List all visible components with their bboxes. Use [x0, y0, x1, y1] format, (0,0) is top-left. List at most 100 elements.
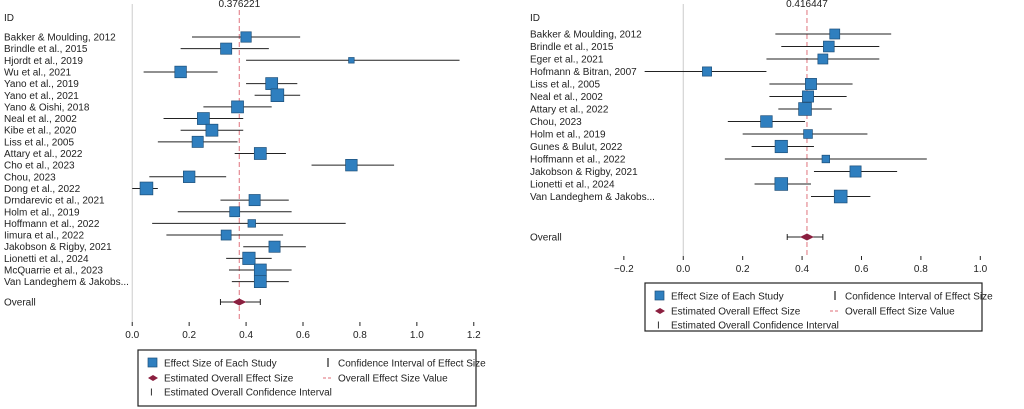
- study-effect-marker: [833, 189, 848, 204]
- legend-overall-label: Estimated Overall Effect Size: [164, 374, 294, 385]
- study-effect-marker: [345, 159, 358, 172]
- x-tick-label: 0.4: [795, 264, 809, 275]
- study-effect-marker: [821, 154, 830, 164]
- legend-overall-marker: [655, 308, 665, 314]
- study-label: Jakobson & Rigby, 2021: [530, 167, 638, 178]
- study-label: Chou, 2023: [530, 117, 582, 128]
- study-label: Hjordt et al., 2019: [4, 56, 83, 67]
- study-effect-marker: [220, 229, 232, 241]
- x-tick-label: 1.2: [467, 330, 481, 341]
- study-effect-marker: [803, 129, 813, 139]
- legend-study-marker: [654, 290, 665, 301]
- overall-effect-diamond: [232, 298, 247, 306]
- study-effect-marker: [248, 194, 261, 207]
- study-effect-marker: [242, 251, 256, 265]
- x-tick-label: 0.0: [125, 330, 139, 341]
- study-label: McQuarrie et al., 2023: [4, 266, 103, 277]
- legend-ci-label: Confidence Interval of Effect Size: [845, 292, 993, 303]
- x-tick-label: 1.0: [410, 330, 424, 341]
- study-label: Bakker & Moulding, 2012: [530, 30, 642, 41]
- study-effect-marker: [817, 53, 829, 65]
- study-label: Hoffmann et al., 2022: [4, 219, 100, 230]
- overall-effect-diamond: [799, 233, 814, 241]
- x-tick-label: 0.2: [736, 264, 750, 275]
- overall-label: Overall: [530, 233, 562, 244]
- study-effect-marker: [798, 102, 812, 116]
- legend-overall-line-label: Overall Effect Size Value: [845, 307, 955, 318]
- study-label: Holm et al., 2019: [530, 130, 606, 141]
- legend-overall-marker: [148, 375, 158, 381]
- legend-overall-label: Estimated Overall Effect Size: [671, 307, 801, 318]
- study-effect-marker: [240, 31, 252, 43]
- study-effect-marker: [253, 263, 267, 277]
- overall-value-label: 0.376221: [218, 0, 260, 10]
- study-effect-marker: [174, 65, 187, 79]
- study-label: Liss et al., 2005: [530, 80, 600, 91]
- study-effect-marker: [231, 100, 244, 114]
- legend-overall-ci-marker: I: [657, 321, 660, 332]
- legend-overall-ci-label: Estimated Overall Confidence Interval: [164, 388, 332, 399]
- study-label: Kibe et al., 2020: [4, 126, 77, 137]
- x-tick-label: 1.0: [973, 264, 987, 275]
- study-label: Lionetti et al., 2024: [4, 254, 89, 265]
- study-label: Hofmann & Bitran, 2007: [530, 67, 637, 78]
- study-label: Dong et al., 2022: [4, 184, 81, 195]
- study-label: Drndarevic et al., 2021: [4, 196, 105, 207]
- study-label: Iimura et al., 2022: [4, 231, 84, 242]
- legend-overall-ci-marker: I: [150, 388, 153, 399]
- legend-box: [137, 349, 477, 407]
- study-label: Yano et al., 2019: [4, 79, 79, 90]
- study-label: Gunes & Bulut, 2022: [530, 142, 623, 153]
- x-tick-label: 0.8: [353, 330, 367, 341]
- study-effect-marker: [268, 240, 281, 253]
- overall-label: Overall: [4, 298, 36, 309]
- study-effect-marker: [802, 90, 814, 103]
- study-effect-marker: [829, 28, 841, 40]
- id-header: ID: [530, 13, 540, 24]
- x-tick-label: 0.6: [296, 330, 310, 341]
- id-header: ID: [4, 13, 14, 24]
- study-label: Lionetti et al., 2024: [530, 180, 615, 191]
- study-effect-marker: [183, 170, 196, 183]
- study-label: Neal et al., 2002: [4, 114, 77, 125]
- x-tick-label: 0.6: [855, 264, 869, 275]
- study-label: Van Landeghem & Jakobs...: [530, 192, 655, 203]
- study-effect-marker: [760, 115, 773, 128]
- study-label: Neal et al., 2002: [530, 92, 603, 103]
- x-tick-label: 0.8: [914, 264, 928, 275]
- study-label: Attary et al., 2022: [530, 105, 609, 116]
- study-label: Yano et al., 2021: [4, 91, 79, 102]
- x-tick-label: 0.2: [182, 330, 196, 341]
- study-effect-marker: [220, 42, 233, 55]
- study-effect-marker: [270, 88, 285, 102]
- study-effect-marker: [774, 139, 788, 154]
- study-label: Yano & Oishi, 2018: [4, 102, 90, 113]
- study-label: Eger et al., 2021: [530, 55, 604, 66]
- study-effect-marker: [229, 206, 241, 218]
- study-effect-marker: [205, 123, 219, 137]
- legend-overall-line-label: Overall Effect Size Value: [338, 374, 448, 385]
- study-label: Bakker & Moulding, 2012: [4, 33, 116, 44]
- study-label: Attary et al., 2022: [4, 149, 83, 160]
- study-effect-marker: [805, 78, 817, 90]
- study-label: Cho et al., 2023: [4, 161, 75, 172]
- study-effect-marker: [191, 135, 204, 148]
- study-effect-marker: [253, 275, 267, 288]
- study-label: Wu et al., 2021: [4, 67, 72, 78]
- study-effect-marker: [197, 112, 210, 125]
- legend-box: [644, 282, 983, 332]
- forest-plot-left: 0.376221 ID Bakker & Moulding, 2012Brindle…: [4, 0, 486, 407]
- legend-study-marker: [147, 357, 158, 368]
- study-label: Holm et al., 2019: [4, 207, 80, 218]
- study-effect-marker: [774, 177, 789, 191]
- legend-study-label: Effect Size of Each Study: [671, 292, 784, 303]
- legend-study-label: Effect Size of Each Study: [164, 359, 277, 370]
- legend-ci-label: Confidence Interval of Effect Size: [338, 359, 486, 370]
- study-label: Hoffmann et al., 2022: [530, 155, 626, 166]
- x-tick-label: 0.4: [239, 330, 253, 341]
- study-effect-marker: [265, 77, 279, 90]
- study-effect-marker: [247, 219, 256, 228]
- study-effect-marker: [823, 40, 835, 53]
- study-effect-marker: [348, 57, 355, 64]
- study-label: Van Landeghem & Jakobs...: [4, 277, 129, 288]
